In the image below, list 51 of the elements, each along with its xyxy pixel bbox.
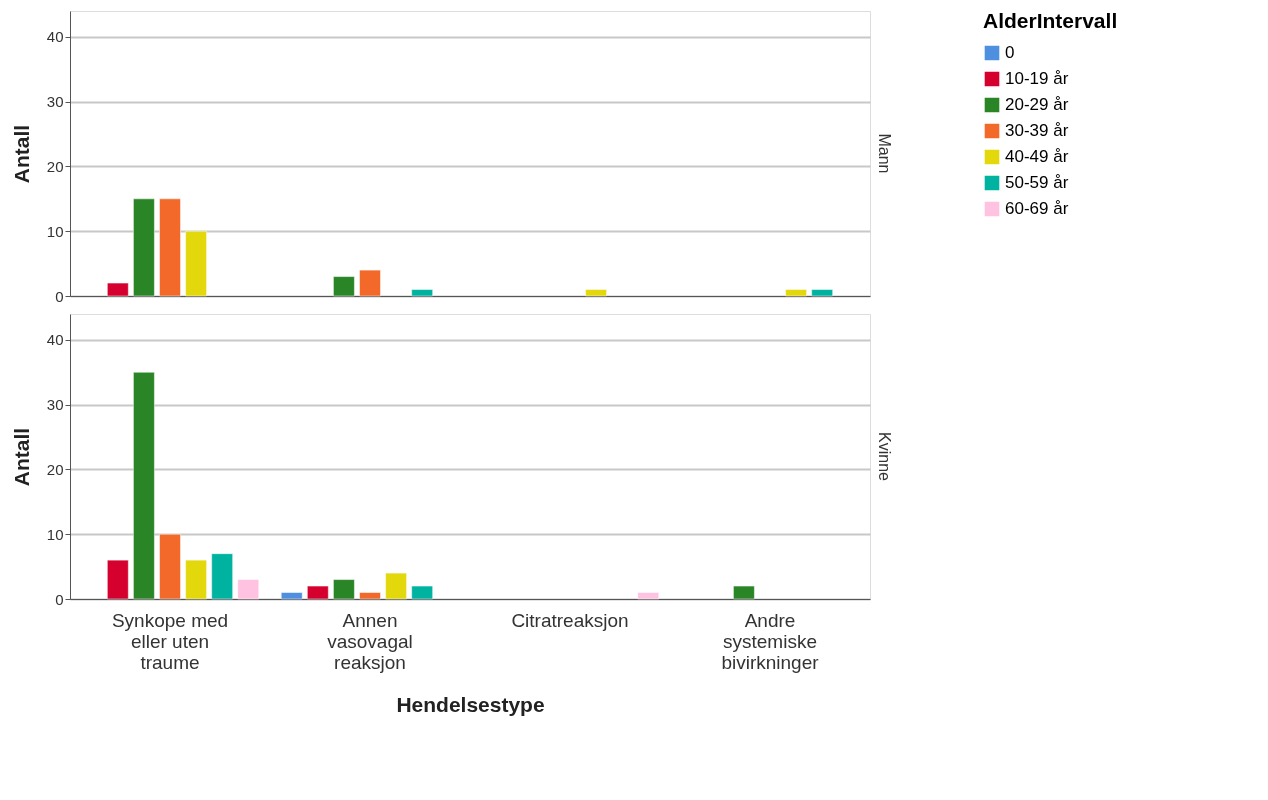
legend-title: AlderIntervall	[983, 9, 1118, 32]
bar	[133, 198, 155, 297]
bar	[237, 579, 260, 600]
legend-label: 30-39 år	[1005, 121, 1069, 140]
bar	[733, 585, 755, 600]
bar	[133, 372, 155, 600]
bar	[185, 230, 207, 297]
bar	[411, 289, 433, 297]
x-tick-label: Annen vasovagal reaksjon	[327, 609, 413, 673]
bar	[785, 289, 807, 297]
y-tick-label: 20	[46, 157, 64, 175]
text: Mann	[876, 133, 893, 174]
y-tick-label: 0	[55, 287, 64, 305]
text: Kvinne	[876, 432, 893, 482]
bar	[159, 198, 181, 297]
x-axis-title: Hendelsestype	[396, 692, 545, 716]
bar	[107, 559, 129, 600]
x-tick-label: Andre systemiske bivirkninger	[721, 609, 820, 673]
bar	[107, 282, 129, 297]
bar	[637, 592, 660, 600]
bar	[411, 585, 433, 600]
bar	[359, 592, 381, 600]
bar	[385, 572, 407, 600]
y-tick-label: 10	[46, 222, 64, 240]
x-tick-label: Citratreaksjon	[511, 609, 629, 631]
legend-label: 0	[1005, 43, 1015, 62]
bar	[585, 289, 607, 297]
y-tick-label: 40	[46, 28, 64, 46]
legend-label: 20-29 år	[1005, 95, 1069, 114]
y-tick-label: 30	[46, 93, 64, 111]
y-axis-title: Antall	[9, 427, 33, 487]
y-tick-label: 30	[46, 396, 64, 414]
legend-label: 40-49 år	[1005, 147, 1069, 166]
bar	[185, 559, 207, 600]
y-tick-label: 10	[46, 525, 64, 543]
y-tick-label: 40	[46, 331, 64, 349]
legend-label: 10-19 år	[1005, 69, 1069, 88]
bar	[333, 579, 355, 600]
bar	[159, 533, 181, 600]
legend-label: 50-59 år	[1005, 173, 1069, 192]
bar	[359, 269, 381, 297]
legend-label: 60-69 år	[1005, 199, 1069, 218]
x-tick-label: Synkope med eller uten traume	[111, 609, 229, 673]
y-axis-title: Antall	[9, 124, 33, 184]
bar	[333, 276, 355, 297]
y-tick-label: 0	[55, 590, 64, 608]
y-tick-label: 20	[46, 460, 64, 478]
bar	[280, 592, 303, 600]
bar	[211, 553, 233, 600]
bar	[811, 289, 833, 297]
bar	[307, 585, 329, 600]
